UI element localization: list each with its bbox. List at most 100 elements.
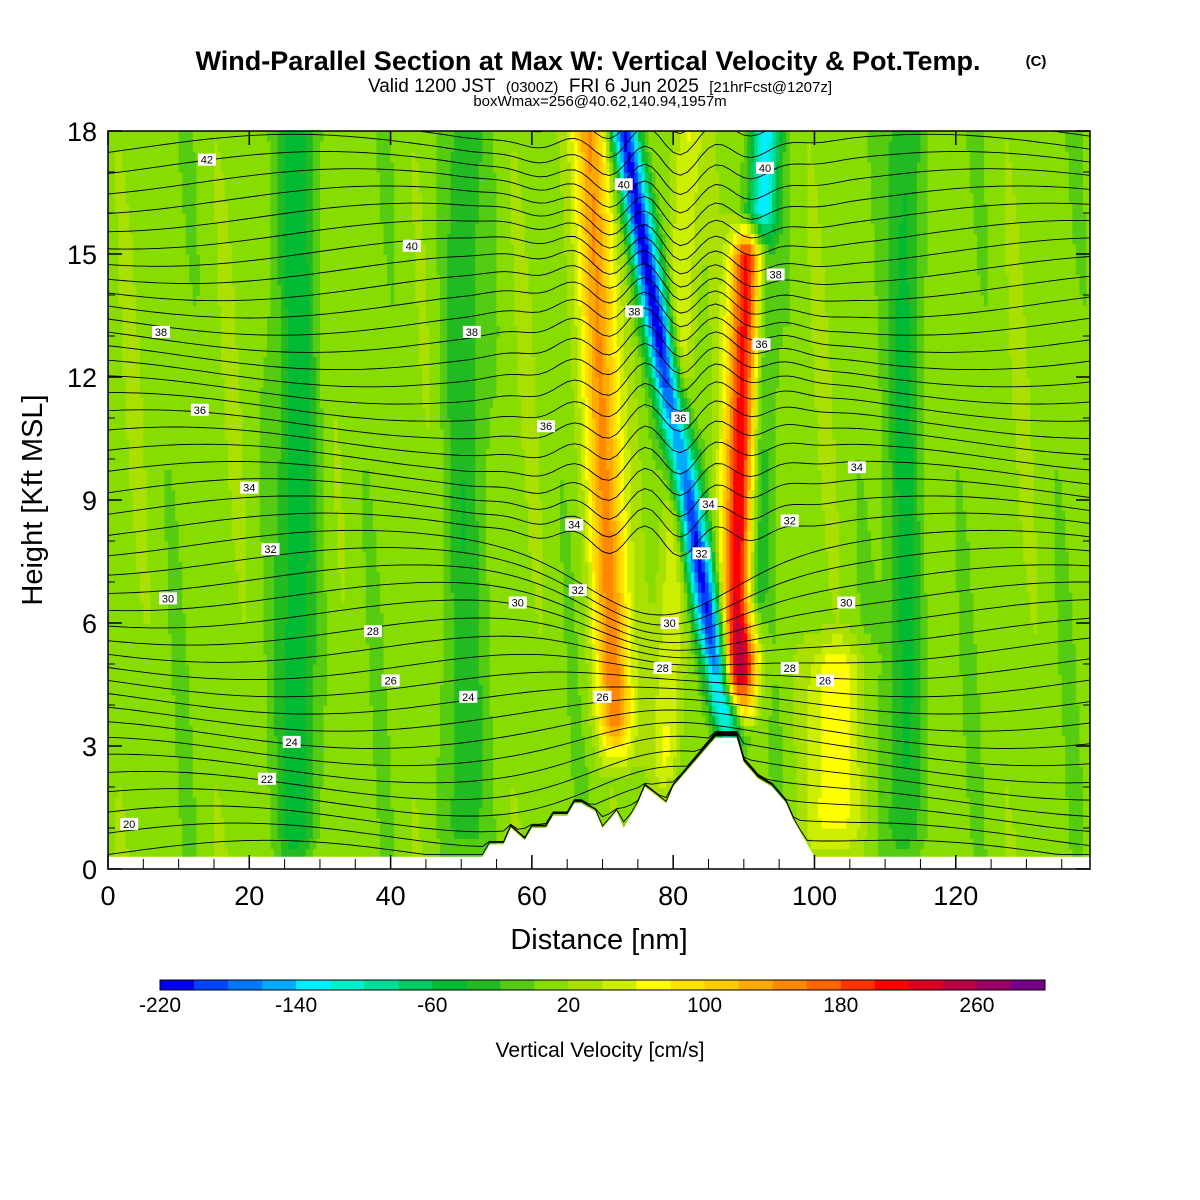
w-cell [450, 807, 455, 819]
w-cell [401, 756, 406, 768]
w-cell [284, 725, 289, 737]
w-cell [885, 684, 890, 696]
w-cell [1065, 735, 1070, 747]
w-cell [839, 705, 844, 716]
w-cell [192, 684, 197, 696]
w-cell [471, 705, 476, 716]
w-cell [998, 797, 1003, 809]
w-cell [892, 684, 897, 696]
w-cell [284, 705, 289, 716]
w-cell [1012, 746, 1017, 757]
w-cell [334, 735, 339, 747]
w-cell [224, 694, 229, 706]
w-cell [358, 797, 363, 809]
w-cell [175, 807, 180, 819]
w-cell [355, 746, 360, 757]
w-cell [987, 766, 992, 778]
w-cell [327, 807, 332, 819]
w-cell [920, 684, 925, 696]
w-cell [440, 766, 445, 778]
w-cell [178, 725, 183, 737]
w-cell [991, 828, 996, 839]
w-cell [189, 694, 194, 706]
w-cell [136, 715, 141, 727]
w-cell [461, 715, 466, 727]
w-cell [595, 735, 600, 747]
w-cell [196, 817, 201, 829]
w-cell [945, 848, 950, 860]
w-cell [312, 705, 318, 716]
w-cell [920, 776, 925, 788]
w-cell [425, 838, 431, 850]
w-cell [461, 756, 466, 768]
w-cell [468, 735, 473, 747]
w-cell [881, 838, 886, 850]
w-cell [256, 694, 261, 706]
w-cell [206, 766, 212, 778]
w-cell [1026, 684, 1031, 696]
w-cell [768, 766, 773, 778]
w-cell [493, 776, 498, 788]
w-cell [941, 776, 946, 788]
w-cell [680, 746, 685, 757]
w-cell [327, 838, 332, 850]
w-cell [726, 705, 731, 716]
w-cell [358, 766, 363, 778]
w-cell [305, 776, 310, 788]
w-cell [284, 756, 289, 768]
w-cell [379, 848, 385, 860]
w-cell [517, 776, 522, 788]
w-cell [761, 746, 766, 757]
w-cell [599, 735, 604, 747]
w-cell [1033, 705, 1038, 716]
w-cell [1047, 828, 1052, 839]
w-cell [895, 766, 900, 778]
w-cell [139, 817, 144, 829]
w-cell [563, 735, 568, 747]
w-cell [376, 756, 381, 768]
w-cell [613, 705, 618, 716]
w-cell [881, 807, 886, 819]
w-cell [574, 715, 579, 727]
w-cell [570, 756, 575, 768]
w-cell [182, 684, 187, 696]
w-cell [757, 694, 763, 706]
w-cell [235, 848, 240, 860]
w-cell [906, 725, 911, 737]
w-cell [369, 735, 374, 747]
w-cell [821, 684, 826, 696]
w-cell [916, 694, 922, 706]
w-cell [182, 828, 187, 839]
w-cell [203, 746, 208, 757]
w-cell [606, 705, 611, 716]
w-cell [757, 715, 763, 727]
w-cell [991, 787, 996, 798]
w-cell [1058, 807, 1063, 819]
w-cell [249, 746, 254, 757]
w-cell [425, 694, 431, 706]
w-cell [962, 766, 967, 778]
w-cell [1044, 766, 1049, 778]
w-cell [1061, 807, 1066, 819]
w-cell [659, 725, 664, 737]
w-cell [369, 715, 374, 727]
w-cell [782, 705, 787, 716]
w-cell [263, 756, 268, 768]
w-cell [143, 766, 148, 778]
w-cell [849, 838, 854, 850]
w-cell [556, 684, 561, 696]
w-cell [351, 807, 356, 819]
w-cell [885, 766, 890, 778]
w-cell [842, 838, 847, 850]
w-cell [1068, 725, 1073, 737]
w-cell [941, 694, 946, 706]
w-cell [178, 735, 183, 747]
w-cell [189, 735, 194, 747]
w-cell [365, 684, 370, 696]
w-cell [676, 735, 681, 747]
w-cell [1044, 694, 1049, 706]
w-cell [560, 715, 565, 727]
w-cell [270, 817, 275, 829]
w-cell [1061, 817, 1066, 829]
w-cell [648, 684, 653, 696]
